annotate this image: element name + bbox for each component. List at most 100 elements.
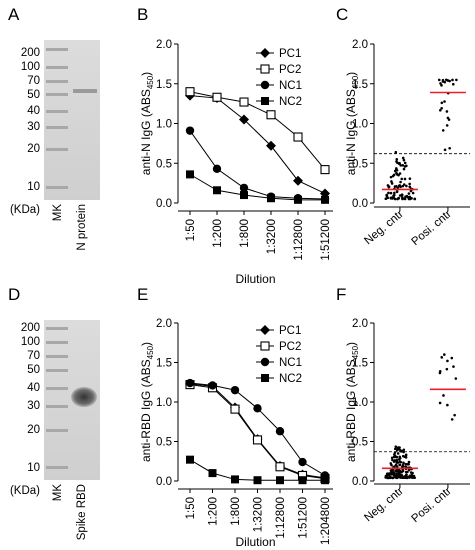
gel-a-unit-label: (KDa) bbox=[10, 204, 40, 216]
chart-c-point-neg-51 bbox=[396, 173, 399, 176]
chart-e-y-tick-label-3: 1.5 bbox=[156, 358, 172, 370]
chart-c-point-neg-53 bbox=[413, 197, 416, 201]
chart-b-point-nc2-5 bbox=[321, 195, 329, 204]
chart-e-legend-marker-nc2 bbox=[261, 374, 269, 382]
chart-c-point-neg-9 bbox=[402, 158, 406, 162]
gel-d-marker-band-20 bbox=[46, 429, 68, 432]
chart-c-point-neg-48 bbox=[389, 191, 393, 195]
chart-c-x-tick-label-1: Posi. cntr bbox=[409, 208, 454, 248]
panel-letter-d: D bbox=[8, 285, 20, 304]
chart-b-series-line-pc2 bbox=[189, 91, 326, 170]
chart-e-point-nc1-5 bbox=[298, 457, 307, 467]
gel-d-marker-band-10 bbox=[46, 466, 68, 469]
chart-f-y-axis-label-main: anti-RBD IgG (ABS bbox=[344, 359, 358, 462]
chart-b-series-line-nc1 bbox=[189, 130, 326, 200]
gel-a-marker-label-40: 40 bbox=[27, 105, 40, 117]
gel-a-protein-band bbox=[73, 89, 97, 93]
chart-f-point-neg-54 bbox=[396, 461, 400, 464]
chart-e-y-tick-label-4: 2.0 bbox=[156, 318, 172, 330]
chart-b-x-tick-label-2: 1:800 bbox=[239, 219, 251, 248]
chart-f-point-neg-127 bbox=[405, 473, 408, 477]
chart-f-point-neg-133 bbox=[398, 463, 401, 467]
chart-f-point-pos-13 bbox=[454, 377, 458, 380]
chart-f-point-neg-114 bbox=[393, 453, 396, 456]
chart-c-point-pos-16 bbox=[455, 78, 458, 82]
chart-b-point-pc2-4 bbox=[293, 132, 303, 142]
chart-c-point-neg-58 bbox=[395, 190, 399, 193]
chart-e-legend-label-nc1: NC1 bbox=[279, 357, 302, 369]
chart-f-point-pos-10 bbox=[450, 418, 454, 421]
chart-f-point-pos-6 bbox=[446, 403, 449, 407]
chart-f-point-neg-159 bbox=[401, 469, 405, 473]
chart-b-point-nc1-0 bbox=[185, 126, 195, 135]
chart-c-y-axis-label-main: anti-N IgG (ABS bbox=[344, 89, 358, 175]
chart-b-x-tick-label-3: 1:3200 bbox=[266, 219, 278, 254]
chart-e-x-tick-label-0: 1:50 bbox=[185, 497, 197, 519]
gel-d-marker-label-30: 30 bbox=[27, 400, 40, 412]
gel-a-marker-label-100: 100 bbox=[21, 61, 40, 73]
chart-e-x-tick-label-1: 1:200 bbox=[208, 497, 220, 526]
chart-c-point-neg-62 bbox=[400, 193, 404, 197]
chart-b-legend-marker-pc1 bbox=[260, 48, 270, 58]
gel-a-marker-band-70 bbox=[46, 80, 68, 83]
gel-d-marker-label-100: 100 bbox=[21, 336, 40, 348]
gel-d-marker-label-20: 20 bbox=[27, 424, 40, 436]
chart-e-point-pc2-4 bbox=[275, 462, 285, 472]
chart-c-y-tick-label-0: 0.0 bbox=[352, 198, 368, 210]
chart-b-point-nc2-0 bbox=[186, 170, 194, 179]
chart-c-point-neg-15 bbox=[403, 177, 407, 181]
gel-a-marker-label-30: 30 bbox=[27, 121, 40, 133]
chart-f-point-pos-5 bbox=[450, 356, 454, 360]
chart-f-point-neg-136 bbox=[397, 475, 400, 479]
chart-e-x-tick-label-5: 1:51200 bbox=[298, 497, 310, 539]
chart-f-point-pos-8 bbox=[440, 356, 444, 359]
chart-c-point-neg-61 bbox=[409, 189, 413, 193]
chart-e-y-axis-label-end: ) bbox=[139, 342, 153, 346]
chart-b-series-line-nc2 bbox=[189, 173, 325, 201]
chart-f-point-neg-154 bbox=[413, 476, 416, 480]
chart-f-point-neg-36 bbox=[392, 460, 396, 463]
gel-a-lane-label-sample: N protein bbox=[76, 204, 88, 251]
chart-c-point-pos-1 bbox=[451, 78, 454, 82]
chart-f-point-neg-155 bbox=[399, 450, 403, 453]
gel-d-unit-label: (KDa) bbox=[10, 485, 40, 497]
chart-c-point-pos-14 bbox=[437, 78, 441, 82]
chart-c-point-pos-21 bbox=[440, 101, 444, 105]
chart-c-point-pos-4 bbox=[445, 124, 449, 127]
chart-b-y-axis-label-sub: 450 bbox=[146, 75, 155, 89]
chart-c-point-neg-84 bbox=[405, 184, 408, 188]
chart-e-point-nc2-4 bbox=[276, 476, 284, 485]
chart-f-point-neg-98 bbox=[394, 463, 398, 467]
chart-f-point-neg-79 bbox=[392, 474, 396, 477]
chart-c-point-neg-31 bbox=[393, 191, 396, 195]
chart-f-point-neg-44 bbox=[409, 471, 413, 474]
chart-f-point-pos-4 bbox=[438, 370, 442, 373]
chart-c-point-neg-60 bbox=[401, 156, 405, 160]
chart-c-point-neg-32 bbox=[387, 191, 390, 195]
gel-a-lane-label-mk: MK bbox=[52, 204, 64, 222]
panel-letter-e: E bbox=[137, 285, 148, 304]
chart-f-point-neg-156 bbox=[398, 455, 402, 459]
gel-d-marker-label-10: 10 bbox=[27, 462, 40, 474]
chart-c-point-neg-89 bbox=[396, 161, 399, 165]
chart-f-y-axis-label: anti-RBD IgG (ABS450) bbox=[344, 342, 360, 462]
chart-e-legend-marker-nc1 bbox=[260, 357, 270, 367]
chart-e-point-nc1-2 bbox=[230, 385, 240, 395]
chart-b-point-nc2-2 bbox=[240, 191, 248, 200]
chart-c-y-axis-label-sub: 450 bbox=[351, 75, 360, 89]
chart-e-y-axis-label-main: anti-RBD IgG (ABS bbox=[139, 359, 153, 462]
chart-b-point-pc1-3 bbox=[266, 140, 276, 151]
chart-f-y-tick-label-3: 1.5 bbox=[352, 358, 368, 370]
chart-e-y-tick-label-1: 0.5 bbox=[156, 437, 172, 449]
chart-f-point-pos-7 bbox=[446, 359, 449, 363]
chart-f-point-neg-149 bbox=[392, 455, 396, 459]
chart-b-y-tick-label-3: 1.5 bbox=[156, 79, 172, 91]
gel-a-marker-band-200 bbox=[46, 48, 68, 51]
chart-c-point-neg-26 bbox=[395, 185, 398, 188]
chart-c-point-neg-56 bbox=[408, 177, 412, 180]
chart-b-point-nc2-4 bbox=[294, 195, 302, 204]
chart-e-point-nc2-6 bbox=[321, 476, 329, 485]
chart-c-point-neg-81 bbox=[411, 191, 415, 195]
chart-c-point-pos-11 bbox=[439, 82, 442, 85]
gel-d-marker-band-50 bbox=[46, 369, 68, 372]
